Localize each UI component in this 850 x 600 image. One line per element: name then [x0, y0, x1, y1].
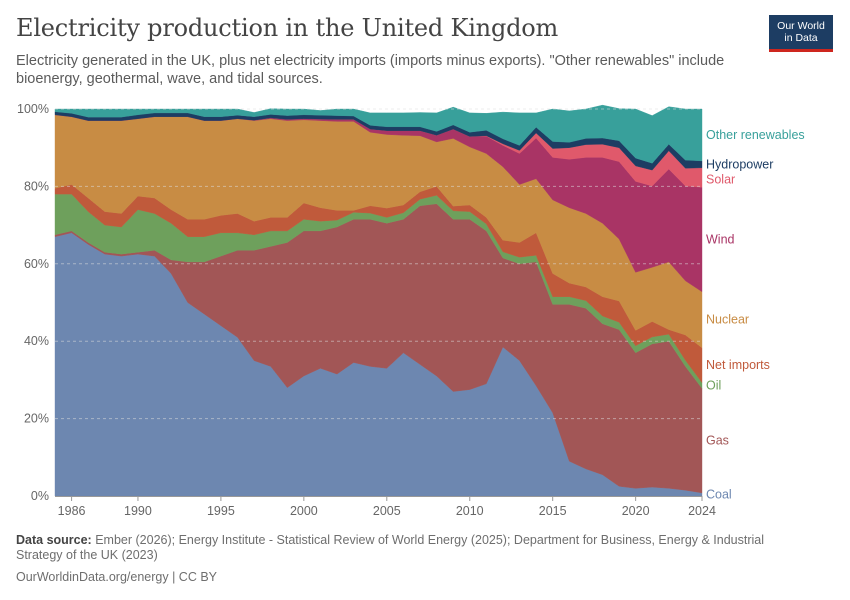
x-tick-label: 2020 — [622, 504, 650, 518]
legend-label-oil: Oil — [706, 379, 721, 393]
legend-label-hydropower: Hydropower — [706, 157, 773, 171]
data-source-text: Ember (2026); Energy Institute - Statist… — [16, 533, 765, 562]
x-tick-label: 2024 — [688, 504, 716, 518]
x-tick-label: 2010 — [456, 504, 484, 518]
y-tick-label: 100% — [17, 102, 49, 116]
legend-label-wind: Wind — [706, 232, 735, 246]
stacked-area-chart: 0% 20% 40% 60% 80% 100% 1986 1990 1995 2000 2005 20… — [17, 102, 805, 518]
logo-line-1: Our World — [777, 20, 825, 32]
x-tick-label: 2005 — [373, 504, 401, 518]
logo-line-2: in Data — [784, 32, 818, 44]
y-tick-label: 0% — [31, 489, 49, 503]
x-tick-label: 1995 — [207, 504, 235, 518]
owid-logo[interactable]: Our World in Data — [769, 15, 833, 52]
y-tick-label: 60% — [24, 257, 49, 271]
legend-label-nuclear: Nuclear — [706, 313, 749, 327]
x-tick-label: 1986 — [58, 504, 86, 518]
chart-subtitle: Electricity generated in the UK, plus ne… — [16, 53, 725, 87]
legend-label-gas: Gas — [706, 434, 729, 448]
legend-label-other-renewables: Other renewables — [706, 128, 805, 142]
series-area-other-renewables — [54, 104, 703, 164]
y-tick-label: 20% — [24, 412, 49, 426]
x-tick-label: 1990 — [124, 504, 152, 518]
credit-line[interactable]: OurWorldinData.org/energy | CC BY — [16, 570, 218, 584]
x-tick-label: 2015 — [539, 504, 567, 518]
y-tick-label: 80% — [24, 179, 49, 193]
legend-label-solar: Solar — [706, 172, 735, 186]
legend-label-net-imports: Net imports — [706, 358, 770, 372]
data-source-label: Data source: — [16, 533, 92, 547]
data-source: Data source: Ember (2026); Energy Instit… — [16, 533, 806, 563]
y-tick-label: 40% — [24, 334, 49, 348]
chart-title: Electricity production in the United Kin… — [16, 14, 559, 42]
legend-label-coal: Coal — [706, 488, 732, 502]
x-tick-label: 2000 — [290, 504, 318, 518]
